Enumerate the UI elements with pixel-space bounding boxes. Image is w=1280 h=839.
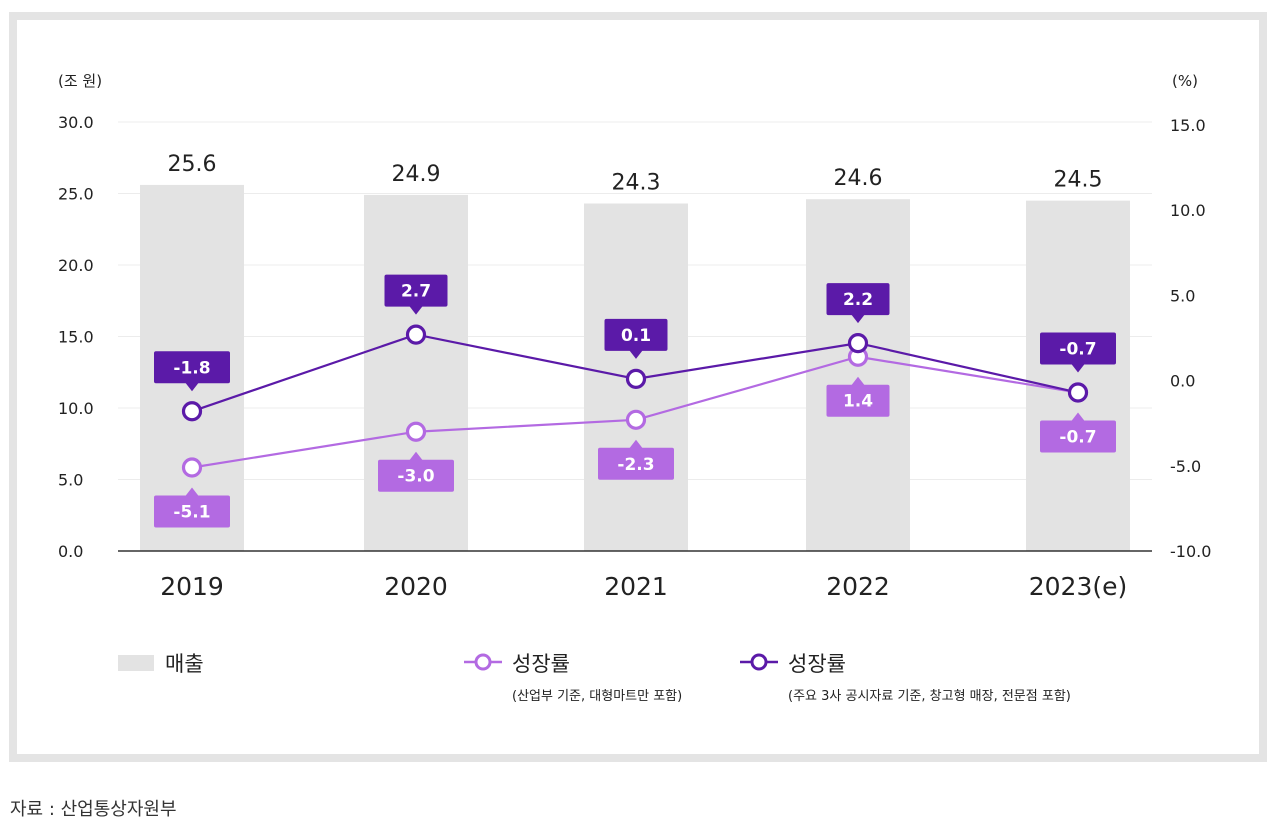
series1-callout-pointer [409, 451, 423, 461]
legend-line2-note: (주요 3사 공시자료 기준, 창고형 매장, 전문점 포함) [788, 689, 1071, 704]
legend-line1-marker [464, 653, 502, 671]
right-tick-label: 5.0 [1170, 286, 1195, 305]
series2-data-label: -0.7 [1059, 340, 1096, 360]
bar-value-label: 24.6 [834, 166, 883, 191]
bar-value-label: 24.9 [392, 162, 441, 187]
series2-callout-pointer [1071, 363, 1085, 373]
series1-callout-box [378, 459, 454, 492]
left-tick-label: 10.0 [58, 399, 94, 418]
series1-point [625, 409, 647, 430]
x-tick-label: 2023(e) [1029, 572, 1128, 601]
series1-callout-box [826, 384, 890, 417]
series2-callout-box [154, 351, 230, 384]
bar-value-label: 24.3 [612, 171, 661, 196]
source-note: 자료 : 산업통상자원부 [10, 799, 177, 820]
bar-2022 [806, 199, 910, 551]
series1-callout-box [598, 447, 674, 480]
series2-point [625, 368, 647, 389]
series2-callout-box [384, 274, 448, 307]
series1-data-label: -5.1 [173, 503, 210, 523]
right-axis-unit: (%) [1172, 72, 1198, 90]
x-tick-label: 2022 [826, 572, 890, 601]
series1-data-label: -3.0 [397, 467, 434, 487]
x-tick-label: 2019 [160, 572, 224, 601]
bar-value-label: 24.5 [1054, 168, 1103, 193]
right-tick-label: 15.0 [1170, 116, 1206, 135]
left-tick-label: 30.0 [58, 113, 94, 132]
series2-callout-pointer [629, 349, 643, 359]
series1-callout-pointer [185, 487, 199, 497]
series1-point [181, 457, 203, 478]
series1-data-label: -0.7 [1059, 428, 1096, 448]
series1-callout-pointer [851, 376, 865, 386]
series2-point [847, 333, 869, 354]
series2-callout-pointer [185, 382, 199, 392]
series2-callout-pointer [409, 305, 423, 315]
left-tick-label: 25.0 [58, 185, 94, 204]
bar-2023(e) [1026, 200, 1130, 551]
series2-callout-pointer [851, 314, 865, 324]
legend-bar-label: 매출 [165, 652, 204, 676]
left-tick-label: 0.0 [58, 542, 83, 561]
series1-data-label: -2.3 [617, 455, 654, 475]
legend-line2-marker [740, 653, 778, 671]
series2-data-label: 2.2 [843, 290, 873, 310]
series2-data-label: 0.1 [621, 326, 651, 346]
legend-line1-label: 성장률 [512, 652, 570, 676]
series1-callout-box [1040, 420, 1116, 453]
series2-point [181, 401, 203, 422]
right-tick-label: 10.0 [1170, 201, 1206, 220]
series2-callout-box [826, 283, 890, 316]
series1-callout-box [154, 495, 230, 528]
series2-point [1067, 382, 1089, 403]
x-tick-label: 2021 [604, 572, 668, 601]
left-tick-label: 20.0 [58, 256, 94, 275]
bar-value-label: 25.6 [168, 152, 217, 177]
series2-callout-box [604, 318, 668, 351]
right-tick-label: 0.0 [1170, 372, 1195, 391]
left-tick-label: 5.0 [58, 471, 83, 490]
right-tick-label: -10.0 [1170, 542, 1211, 561]
legend-bar-swatch [118, 655, 154, 671]
left-tick-label: 15.0 [58, 328, 94, 347]
series2-point [405, 324, 427, 345]
x-tick-label: 2020 [384, 572, 448, 601]
series1-callout-pointer [629, 439, 643, 449]
left-axis-unit: (조 원) [58, 72, 102, 90]
series2-data-label: 2.7 [401, 282, 431, 302]
series1-data-label: 1.4 [843, 392, 873, 412]
legend-line1-note: (산업부 기준, 대형마트만 포함) [512, 689, 683, 704]
series1-point [405, 421, 427, 442]
series1-callout-pointer [1071, 412, 1085, 422]
series2-data-label: -1.8 [173, 358, 210, 378]
bar-2020 [364, 194, 468, 551]
series2-callout-box [1040, 332, 1116, 365]
right-tick-label: -5.0 [1170, 457, 1201, 476]
legend-line2-label: 성장률 [788, 652, 846, 676]
